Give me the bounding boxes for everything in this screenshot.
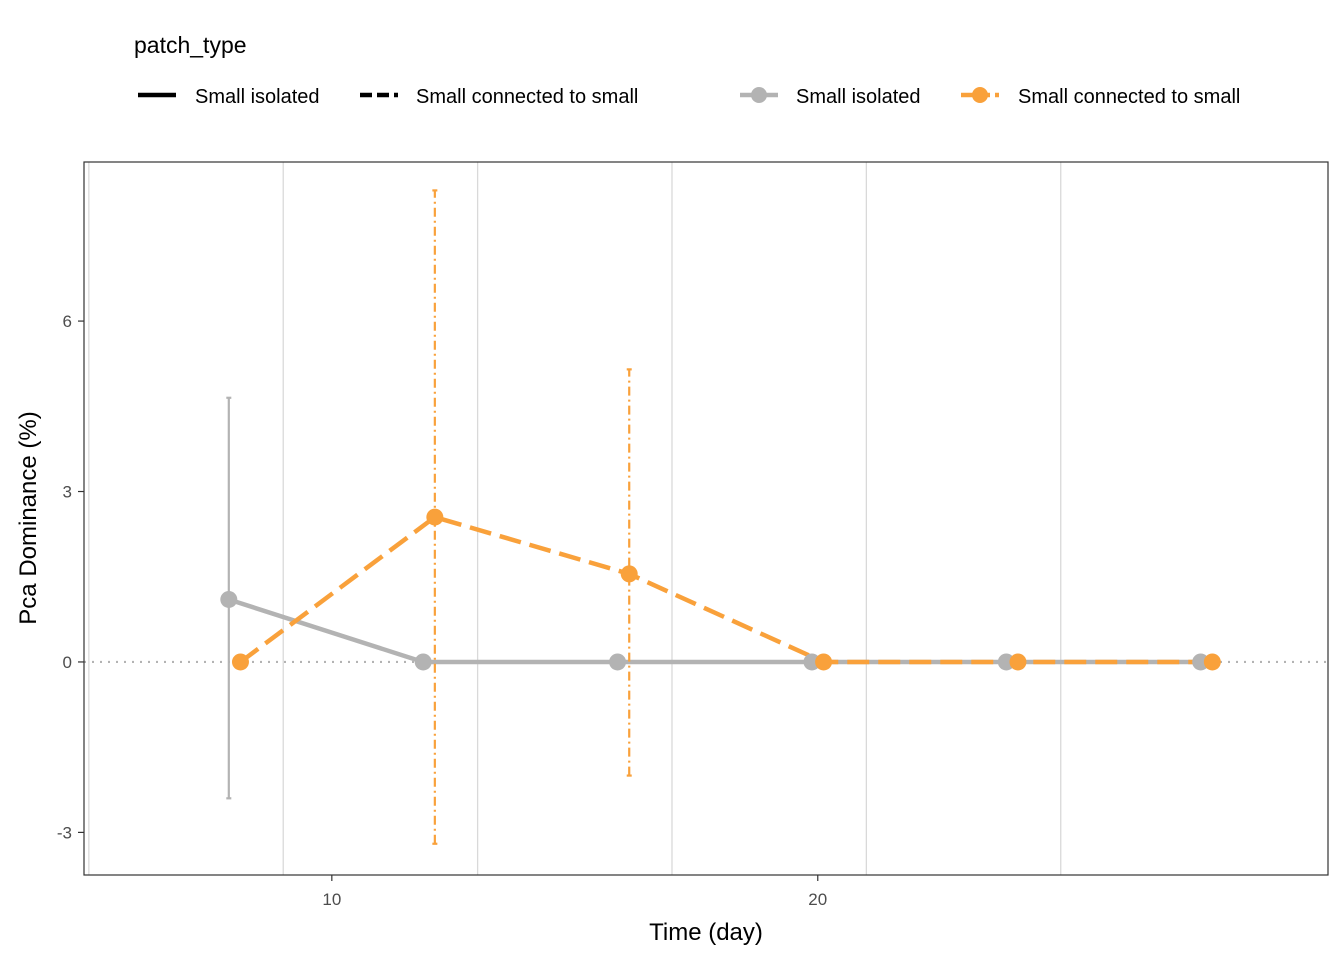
series-lines [228,514,1213,665]
x-axis-title: Time (day) [649,919,763,946]
legend-title: patch_type [134,32,247,58]
data-point-1-3 [815,653,833,671]
y-tick-label-0: -3 [57,823,72,842]
data-point-0-0 [220,590,238,608]
plot-border [83,161,1329,876]
plot-background [84,162,1328,875]
data-point-1-1 [426,508,444,526]
data-point-1-0 [231,653,249,671]
legend-label-color-small-isolated: Small isolated [796,86,921,108]
grid [88,162,1062,875]
series-points [220,508,1221,671]
legend-key-point-small-isolated [751,87,767,103]
legend-label-linetype-small-connected: Small connected to small [416,86,638,108]
plot-area [83,161,1329,876]
data-point-1-2 [620,565,638,583]
series-line-1 [239,514,1213,665]
axis-ticks [78,320,819,881]
x-tick-label-0: 10 [322,890,341,909]
data-point-0-5 [1192,653,1210,671]
legend-label-linetype-small-isolated: Small isolated [195,86,320,108]
data-point-1-5 [1203,653,1221,671]
y-tick-label-1: 0 [63,653,72,672]
data-point-0-4 [997,653,1015,671]
legend: patch_type Small isolated Small connecte… [134,32,1240,108]
data-point-1-4 [1009,653,1027,671]
data-point-0-3 [803,653,821,671]
y-axis-title: Pca Dominance (%) [15,411,42,624]
axis-tick-labels: 10 20 -3 0 3 6 [57,312,827,909]
x-tick-label-1: 20 [808,890,827,909]
y-tick-label-2: 3 [63,483,72,502]
data-point-0-2 [609,653,627,671]
legend-label-color-small-connected: Small connected to small [1018,86,1240,108]
y-tick-label-3: 6 [63,312,72,331]
data-point-0-1 [414,653,432,671]
legend-key-point-small-connected [972,87,988,103]
